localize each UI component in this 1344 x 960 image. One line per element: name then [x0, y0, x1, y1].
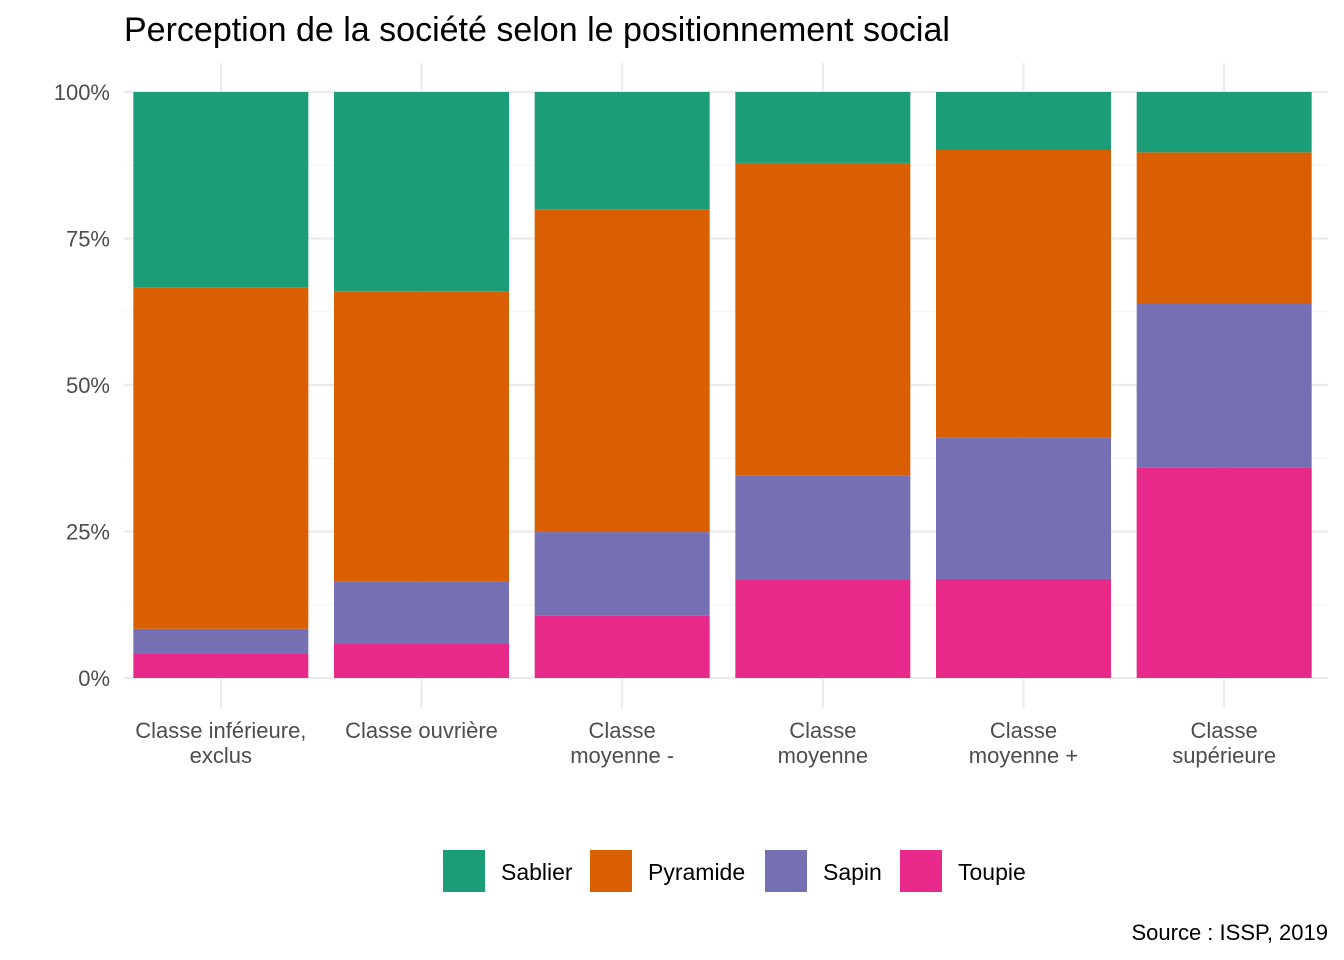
y-axis-ticks: 0% 25% 50% 75% 100% — [54, 80, 110, 691]
legend-swatch-toupie — [900, 850, 942, 892]
caption: Source : ISSP, 2019 — [1131, 920, 1328, 945]
legend-swatch-sablier — [443, 850, 485, 892]
bar-segment-pyramide — [133, 287, 309, 629]
bar-segment-toupie — [936, 578, 1111, 678]
x-axis-ticks: Classe inférieure, exclus Classe ouvrière C… — [135, 718, 1276, 768]
bar-segment-sablier — [1136, 92, 1312, 153]
bar-segment-toupie — [735, 579, 911, 678]
bar-segment-sapin — [936, 437, 1111, 579]
legend-label-sablier: Sablier — [501, 859, 573, 885]
x-tick-label: Classe moyenne + — [969, 718, 1078, 768]
bar-segment-sapin — [334, 581, 509, 645]
x-tick-label: Classe moyenne — [778, 718, 869, 768]
bar-segment-sapin — [735, 475, 911, 580]
bar-segment-sapin — [1136, 302, 1312, 468]
y-tick-label: 25% — [66, 520, 110, 545]
bar-segment-sablier — [735, 92, 911, 163]
y-tick-label: 0% — [78, 666, 110, 691]
bar-segment-sablier — [334, 92, 509, 292]
legend-swatch-sapin — [765, 850, 807, 892]
x-tick-label: Classe supérieure — [1172, 718, 1276, 768]
bars — [133, 92, 1312, 678]
y-tick-label: 75% — [66, 227, 110, 252]
legend-label-pyramide: Pyramide — [648, 859, 745, 885]
x-tick-label: Classe moyenne - — [570, 718, 674, 768]
legend: Sablier Pyramide Sapin Toupie — [443, 850, 1026, 892]
bar-segment-pyramide — [334, 291, 509, 582]
bar-segment-toupie — [334, 644, 509, 678]
y-tick-label: 100% — [54, 80, 110, 105]
legend-swatch-pyramide — [590, 850, 632, 892]
bar-segment-toupie — [1136, 467, 1312, 678]
legend-label-sapin: Sapin — [823, 859, 882, 885]
legend-label-toupie: Toupie — [958, 859, 1026, 885]
bar-segment-sablier — [936, 92, 1111, 151]
x-tick-label: Classe inférieure, exclus — [135, 718, 306, 768]
bar-segment-pyramide — [936, 150, 1111, 438]
chart-title: Perception de la société selon le positi… — [124, 11, 950, 49]
bar-segment-toupie — [133, 653, 309, 678]
bar-segment-sablier — [133, 92, 309, 288]
bar-segment-pyramide — [534, 209, 710, 533]
bar-segment-toupie — [534, 615, 710, 678]
bar-segment-sapin — [133, 628, 309, 654]
bar-segment-sapin — [534, 532, 710, 616]
bar-segment-pyramide — [735, 162, 911, 476]
x-tick-label: Classe ouvrière — [345, 718, 498, 743]
bar-segment-pyramide — [1136, 152, 1312, 303]
y-tick-label: 50% — [66, 373, 110, 398]
bar-segment-sablier — [534, 92, 710, 210]
